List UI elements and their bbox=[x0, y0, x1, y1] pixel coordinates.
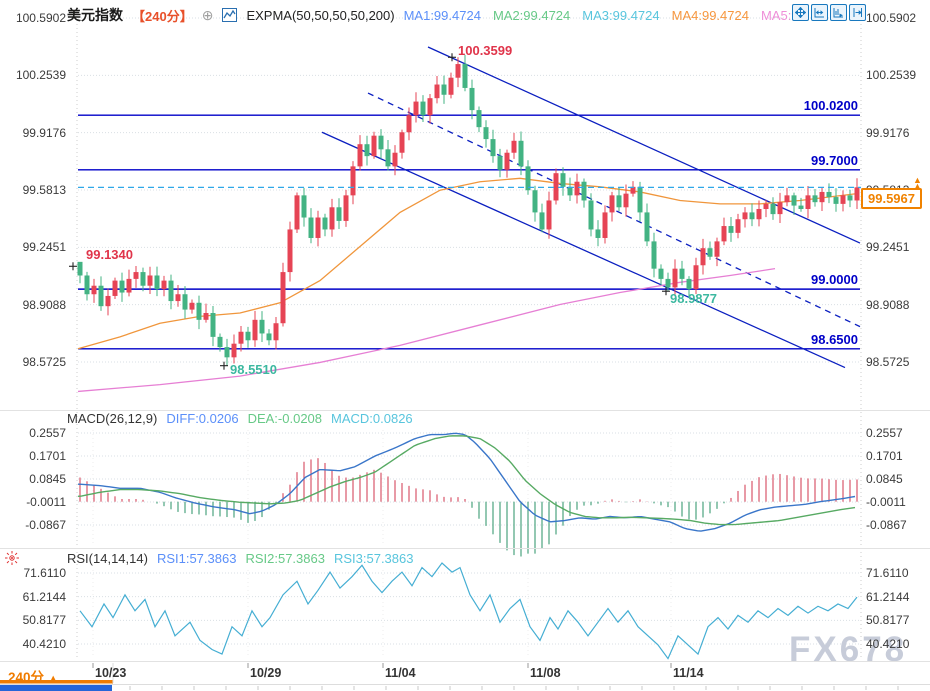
x-axis-date-label: 11/04 bbox=[385, 666, 416, 680]
price-annotation: 98.5510 bbox=[230, 362, 277, 377]
ma-value-label: MA1:99.4724 bbox=[403, 7, 481, 23]
price-axis-tick-right: 99.2451 bbox=[866, 240, 910, 255]
panel-divider bbox=[0, 548, 930, 549]
panel-divider bbox=[0, 410, 930, 411]
rsi3-value: RSI3:57.3863 bbox=[333, 551, 414, 566]
line-chart-icon[interactable] bbox=[222, 8, 238, 22]
rsi1-value: RSI1:57.3863 bbox=[156, 551, 237, 566]
price-axis-tick-left: 100.2539 bbox=[15, 68, 66, 83]
macd-axis-tick-right: -0.0011 bbox=[866, 494, 906, 509]
current-price-value: 99.5967 bbox=[868, 191, 915, 207]
rsi-header: RSI(14,14,14) RSI1:57.3863 RSI2:57.3863 … bbox=[67, 551, 413, 566]
timeframe-arrow-icon[interactable]: ▲ bbox=[47, 673, 59, 685]
price-axis-tick-right: 98.5725 bbox=[866, 355, 910, 370]
period-label[interactable]: 【240分】 bbox=[132, 8, 193, 24]
x-axis-date-label: 10/23 bbox=[95, 666, 127, 680]
jump-latest-icon[interactable] bbox=[849, 4, 866, 21]
ma-value-label: MA5:9 bbox=[760, 7, 799, 23]
rsi-title[interactable]: RSI(14,14,14) bbox=[67, 551, 148, 566]
price-axis-tick-left: 99.5813 bbox=[22, 183, 66, 198]
price-axis-tick-right: 98.9088 bbox=[866, 297, 910, 312]
macd-axis-tick-right: 0.2557 bbox=[866, 425, 903, 440]
price-annotation: 98.9877 bbox=[670, 291, 717, 306]
symbol-title: 美元指数 bbox=[67, 7, 123, 23]
rsi-axis-tick-right: 61.2144 bbox=[866, 589, 910, 604]
sr-level-label: 98.6500 bbox=[811, 331, 858, 347]
sr-level-label: 100.0200 bbox=[803, 98, 858, 114]
main-chart-header: 美元指数 【240分】 ⊕ EXPMA(50,50,50,50,200) MA1… bbox=[67, 5, 799, 25]
macd-axis-tick-right: -0.0867 bbox=[866, 517, 907, 532]
sun-icon[interactable] bbox=[4, 550, 20, 571]
macd-value: MACD:0.0826 bbox=[331, 411, 413, 426]
current-price-badge: 99.5967 bbox=[861, 188, 922, 210]
price-axis-tick-left: 98.9088 bbox=[22, 297, 66, 312]
fit-width-icon[interactable] bbox=[811, 4, 828, 21]
ma-values: MA1:99.4724 MA2:99.4724 MA3:99.4724 MA4:99.… bbox=[404, 8, 799, 23]
macd-axis-tick-left: -0.0011 bbox=[26, 494, 66, 509]
auto-scroll-icon[interactable] bbox=[830, 4, 847, 21]
price-up-arrow-icon: ▲ ▲ bbox=[913, 175, 922, 192]
sr-level-label: 99.7000 bbox=[811, 152, 858, 168]
macd-header: MACD(26,12,9) DIFF:0.0206 DEA:-0.0208 MA… bbox=[67, 411, 413, 426]
rsi-axis-tick-right: 71.6110 bbox=[866, 566, 909, 580]
macd-axis-tick-left: 0.0845 bbox=[29, 471, 66, 486]
timeframe-tab-240min[interactable]: 240分 ▲ bbox=[8, 666, 59, 686]
rsi-axis-tick-right: 50.8177 bbox=[866, 613, 910, 628]
ma-value-label: MA3:99.4724 bbox=[582, 7, 660, 23]
rsi-axis-tick-left: 61.2144 bbox=[22, 589, 66, 604]
macd-diff-value: DIFF:0.0206 bbox=[166, 411, 239, 426]
x-axis-date-label: 11/14 bbox=[673, 666, 704, 680]
add-indicator-icon[interactable]: ⊕ bbox=[201, 6, 214, 23]
rsi-axis-tick-left: 71.6110 bbox=[23, 566, 67, 580]
price-axis-tick-left: 100.5902 bbox=[15, 11, 66, 25]
macd-axis-tick-left: 0.2557 bbox=[29, 425, 66, 440]
ma-value-label: MA4:99.4724 bbox=[671, 7, 749, 23]
x-axis-date-label: 10/29 bbox=[250, 666, 282, 680]
price-axis-tick-right: 99.9176 bbox=[866, 125, 910, 140]
rsi2-value: RSI2:57.3863 bbox=[245, 551, 325, 566]
macd-axis-tick-right: 0.0845 bbox=[866, 471, 903, 486]
bottom-bar-divider bbox=[0, 661, 930, 662]
price-axis-tick-left: 98.5725 bbox=[22, 355, 66, 370]
sr-level-label: 99.0000 bbox=[811, 272, 858, 288]
price-axis-tick-left: 99.2451 bbox=[22, 240, 66, 255]
price-axis-tick-right: 100.2539 bbox=[866, 68, 917, 83]
chart-toolbar bbox=[792, 4, 866, 21]
ma-value-label: MA2:99.4724 bbox=[492, 7, 571, 23]
macd-dea-value: DEA:-0.0208 bbox=[247, 411, 323, 426]
rsi-axis-tick-left: 40.4210 bbox=[22, 636, 66, 651]
x-axis-date-label: 11/08 bbox=[530, 666, 561, 680]
watermark: FX678 bbox=[789, 630, 908, 669]
pan-tool-icon[interactable] bbox=[792, 4, 809, 21]
price-annotation: 99.1340 bbox=[86, 247, 133, 262]
macd-axis-tick-left: -0.0867 bbox=[25, 517, 66, 532]
price-axis-tick-right: 100.5902 bbox=[866, 11, 917, 25]
price-annotation: 100.3599 bbox=[458, 43, 513, 58]
macd-axis-tick-left: 0.1701 bbox=[29, 448, 66, 463]
price-axis-tick-left: 99.9176 bbox=[22, 125, 66, 140]
indicator-name[interactable]: EXPMA(50,50,50,50,200) bbox=[246, 7, 395, 23]
macd-axis-tick-right: 0.1701 bbox=[866, 448, 903, 463]
rsi-axis-tick-left: 50.8177 bbox=[22, 613, 66, 628]
macd-title[interactable]: MACD(26,12,9) bbox=[67, 411, 158, 426]
timeframe-label: 240分 bbox=[8, 670, 45, 685]
rsi-axis-tick-right: 40.4210 bbox=[866, 636, 910, 651]
